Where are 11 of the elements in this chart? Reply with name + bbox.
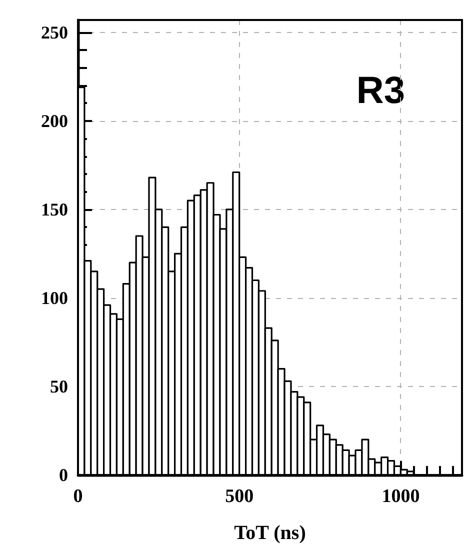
x-tick-label: 500 bbox=[225, 486, 254, 507]
y-tick-label: 250 bbox=[41, 22, 68, 42]
y-tick-label: 150 bbox=[41, 199, 68, 220]
x-tick-label: 0 bbox=[73, 486, 83, 507]
y-tick-label: 50 bbox=[50, 376, 68, 396]
y-tick-label: 200 bbox=[41, 110, 68, 131]
x-tick-label: 1000 bbox=[382, 486, 420, 507]
y-tick-label: 100 bbox=[41, 288, 68, 308]
y-tick-label: 0 bbox=[59, 465, 68, 485]
x-axis-title: ToT (ns) bbox=[234, 522, 306, 544]
annotation: R3 bbox=[356, 70, 405, 112]
